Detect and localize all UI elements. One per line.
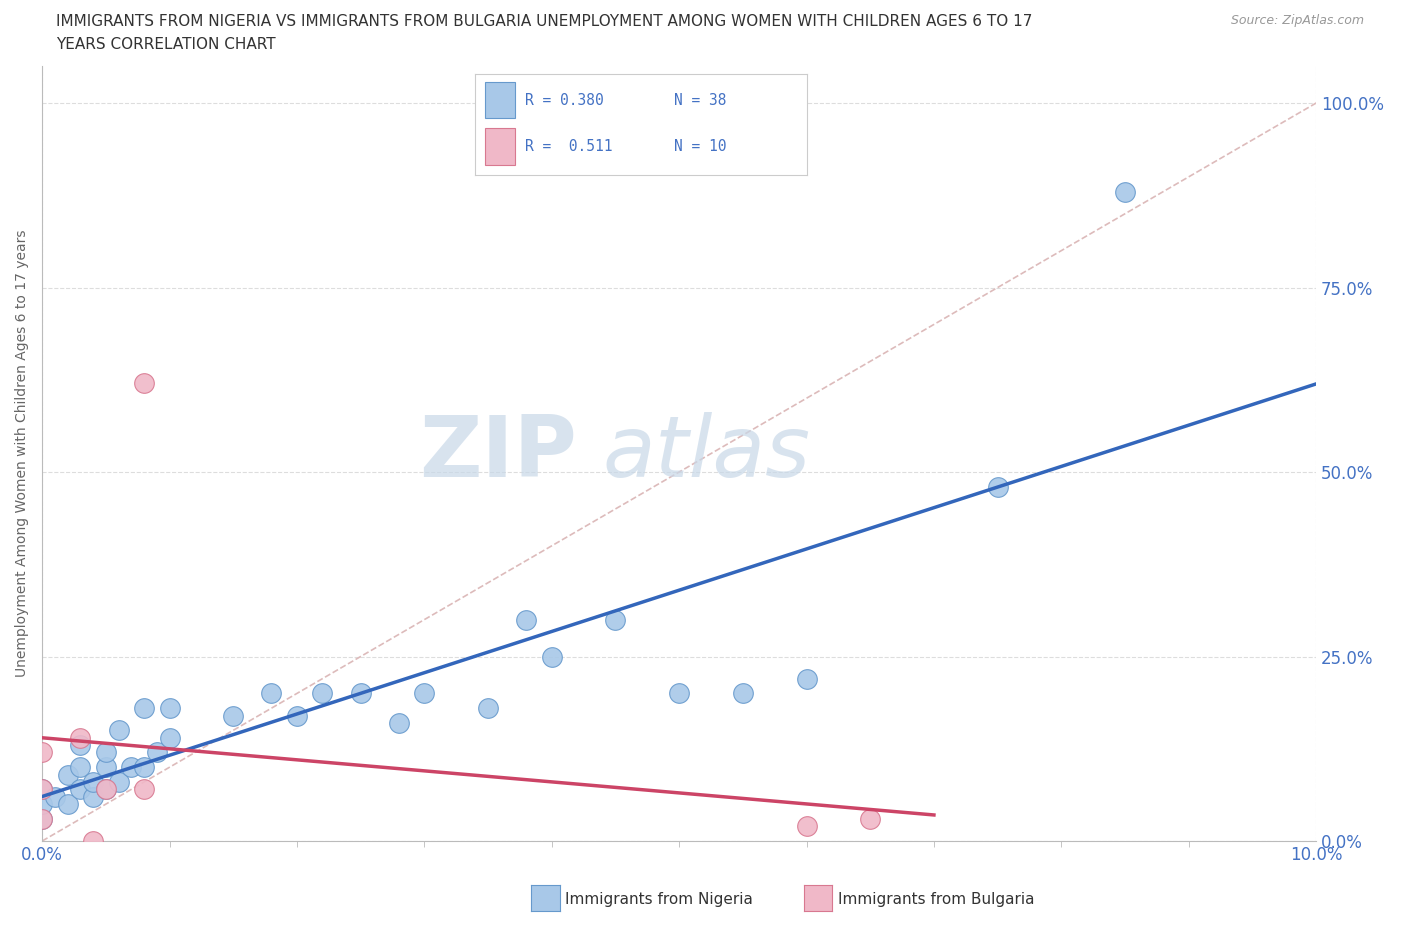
Point xyxy=(285,708,308,723)
Point xyxy=(668,686,690,701)
Point xyxy=(859,811,882,826)
Point xyxy=(987,479,1010,494)
Point xyxy=(413,686,436,701)
Point xyxy=(796,818,818,833)
Point xyxy=(132,760,155,775)
Text: Immigrants from Nigeria: Immigrants from Nigeria xyxy=(565,892,754,907)
Point xyxy=(31,811,53,826)
Point xyxy=(69,760,91,775)
Point xyxy=(132,700,155,715)
Point xyxy=(132,782,155,797)
Point xyxy=(69,730,91,745)
Point xyxy=(120,760,142,775)
Point xyxy=(31,782,53,797)
Text: ZIP: ZIP xyxy=(419,412,578,495)
Point xyxy=(107,723,129,737)
Point xyxy=(731,686,754,701)
Point xyxy=(540,649,562,664)
Point xyxy=(107,775,129,790)
Point xyxy=(31,782,53,797)
Point xyxy=(56,797,79,812)
Point xyxy=(388,715,411,730)
Point xyxy=(311,686,333,701)
Point xyxy=(132,376,155,391)
Text: IMMIGRANTS FROM NIGERIA VS IMMIGRANTS FROM BULGARIA UNEMPLOYMENT AMONG WOMEN WIT: IMMIGRANTS FROM NIGERIA VS IMMIGRANTS FR… xyxy=(56,14,1032,29)
Point xyxy=(796,671,818,686)
Point xyxy=(515,612,537,627)
Point xyxy=(222,708,245,723)
Point xyxy=(94,782,117,797)
Point xyxy=(159,700,181,715)
Point xyxy=(260,686,283,701)
Point xyxy=(44,790,66,804)
Point xyxy=(94,760,117,775)
Point xyxy=(69,782,91,797)
Point xyxy=(1114,184,1136,199)
Point xyxy=(146,745,169,760)
Point xyxy=(56,767,79,782)
Point xyxy=(82,775,104,790)
Point xyxy=(82,790,104,804)
Point xyxy=(82,833,104,848)
Point xyxy=(477,700,499,715)
Point xyxy=(605,612,627,627)
Point xyxy=(69,737,91,752)
Text: atlas: atlas xyxy=(603,412,811,495)
Point xyxy=(31,745,53,760)
Point xyxy=(31,811,53,826)
Point xyxy=(350,686,373,701)
Text: YEARS CORRELATION CHART: YEARS CORRELATION CHART xyxy=(56,37,276,52)
Point xyxy=(94,745,117,760)
Y-axis label: Unemployment Among Women with Children Ages 6 to 17 years: Unemployment Among Women with Children A… xyxy=(15,230,30,677)
Point xyxy=(159,730,181,745)
Text: Immigrants from Bulgaria: Immigrants from Bulgaria xyxy=(838,892,1035,907)
Point xyxy=(94,782,117,797)
Text: Source: ZipAtlas.com: Source: ZipAtlas.com xyxy=(1230,14,1364,27)
Point xyxy=(31,797,53,812)
